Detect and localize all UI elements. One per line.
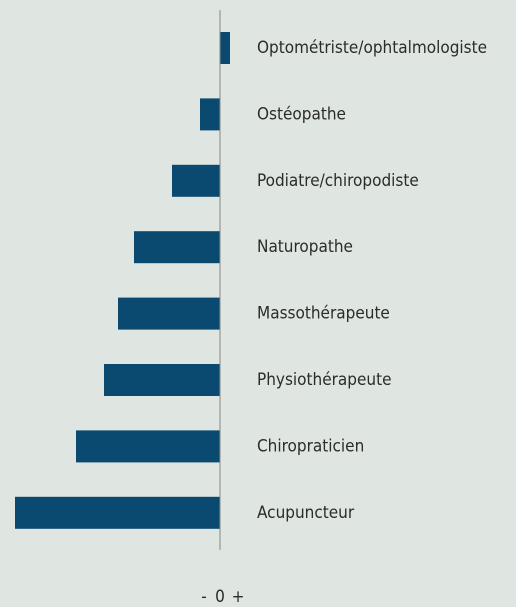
- category-label: Massothérapeute: [257, 304, 390, 324]
- category-label: Physiothérapeute: [257, 370, 392, 390]
- category-label: Optométriste/ophtalmologiste: [257, 38, 487, 58]
- x-tick-label: 0: [215, 587, 225, 607]
- category-label: Acupuncteur: [257, 503, 355, 523]
- category-label: Ostéopathe: [257, 104, 346, 124]
- category-label: Naturopathe: [257, 237, 353, 257]
- bar: [220, 32, 230, 64]
- bar: [104, 364, 220, 396]
- bar: [76, 430, 220, 463]
- bar: [118, 297, 220, 330]
- bar: [200, 98, 220, 131]
- category-label: Chiropraticien: [257, 436, 364, 456]
- bar: [15, 496, 220, 529]
- axis-sign: +: [232, 587, 245, 607]
- bar: [172, 164, 220, 197]
- bar: [134, 231, 220, 264]
- category-label: Podiatre/chiropodiste: [257, 171, 419, 191]
- axis-sign: -: [201, 587, 207, 607]
